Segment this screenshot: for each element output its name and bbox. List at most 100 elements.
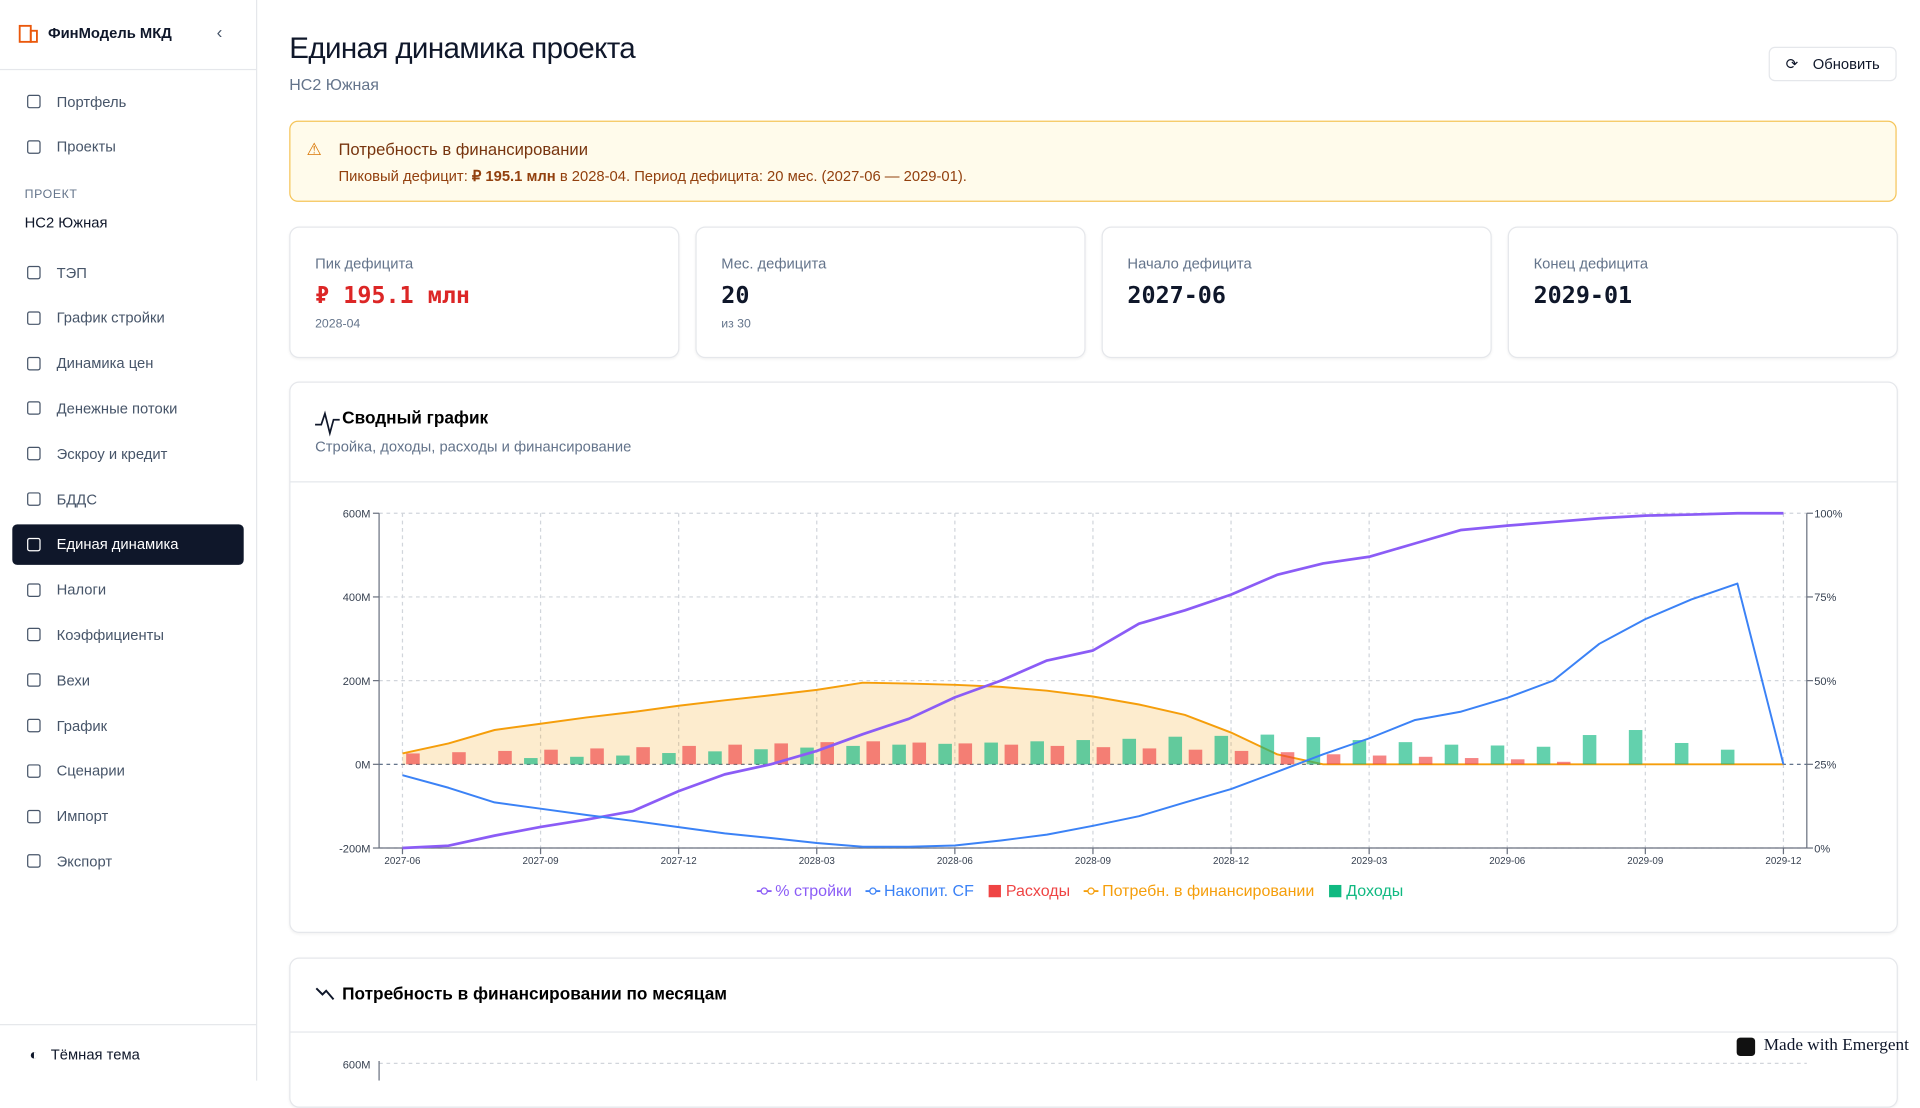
y2-tick-label: 50% <box>1814 676 1836 688</box>
nav-label: Эскроу и кредит <box>56 445 168 463</box>
stat-value: 2027-06 <box>1127 281 1226 309</box>
refresh-button[interactable]: ⟳ Обновить <box>1768 46 1897 82</box>
y-tick-label: 600M <box>343 1059 371 1071</box>
y-tick-label: -200M <box>339 843 370 855</box>
nav-label: График <box>56 716 108 735</box>
y-tick-label: 600M <box>343 509 371 521</box>
nav-icon <box>27 537 41 552</box>
stat-value: 20 <box>721 281 750 309</box>
alert-text: Пиковый дефицит: ₽ 195.1 млн в 2028-04. … <box>338 167 966 184</box>
bar <box>728 744 742 765</box>
bar <box>616 755 630 765</box>
nav-item[interactable]: Динамика цен <box>12 343 243 384</box>
bar <box>498 750 512 765</box>
legend-icon <box>1329 884 1342 898</box>
nav-label: Единая динамика <box>56 535 179 553</box>
divider <box>290 481 1897 483</box>
nav-icon <box>27 628 41 642</box>
nav-item[interactable]: Эскроу и кредит <box>12 433 243 474</box>
brand: ФинМодель МКД <box>48 24 172 42</box>
nav-item[interactable]: График стройки <box>12 298 243 339</box>
stat-label: Мес. дефицита <box>721 254 827 273</box>
nav-label: График стройки <box>56 309 165 327</box>
bar <box>1398 742 1413 765</box>
bar <box>1720 749 1735 765</box>
nav-item[interactable]: Экспорт <box>12 841 243 882</box>
bar <box>1122 738 1137 765</box>
alert-suffix: в 2028-04. Период дефицита: 20 мес. (202… <box>555 167 967 185</box>
bar <box>1214 735 1229 765</box>
nav-label: БДДС <box>56 490 97 508</box>
divider <box>290 1031 1897 1033</box>
bar <box>1188 749 1203 765</box>
bar <box>406 753 420 765</box>
bar <box>754 749 768 765</box>
x-tick-label: 2029-09 <box>1627 856 1663 867</box>
bar <box>1582 735 1597 765</box>
collapse-button[interactable]: ‹ <box>216 22 223 42</box>
bar <box>1444 744 1459 765</box>
bar <box>1050 745 1065 765</box>
nav-item[interactable]: БДДС <box>12 479 243 520</box>
x-tick-label: 2028-06 <box>937 856 974 867</box>
bar <box>1326 754 1341 765</box>
nav-label: Налоги <box>56 581 107 599</box>
nav-icon <box>27 401 41 416</box>
nav-item[interactable]: Сценарии <box>12 751 243 792</box>
bar <box>524 758 538 765</box>
bar <box>1674 742 1689 765</box>
bar <box>1352 740 1367 765</box>
bar <box>866 741 881 765</box>
stat-card: Пик дефицита ₽ 195.1 млн 2028-04 <box>289 226 680 359</box>
nav-item[interactable]: ТЭП <box>12 252 243 293</box>
nav-label: Портфель <box>56 92 127 111</box>
alert-prefix: Пиковый дефицит: <box>338 167 472 185</box>
nav-item[interactable]: Коэффициенты <box>12 615 243 656</box>
nav-item[interactable]: Портфель <box>12 81 243 122</box>
nav-item[interactable]: Налоги <box>12 569 243 610</box>
bar <box>636 747 650 765</box>
stat-value: 2029-01 <box>1533 281 1633 309</box>
legend-label: Доходы <box>1346 883 1403 900</box>
nav-label: Экспорт <box>56 852 113 871</box>
nav-label: Проекты <box>56 138 116 156</box>
nav-item[interactable]: Проекты <box>12 127 243 168</box>
nav-item[interactable]: Импорт <box>12 796 243 837</box>
bar <box>938 743 952 765</box>
x-tick-label: 2027-09 <box>523 856 559 867</box>
y-tick-label: 200M <box>343 676 371 688</box>
x-tick-label: 2028-12 <box>1213 856 1249 867</box>
nav-label: Сценарии <box>56 762 125 780</box>
bar <box>662 753 676 765</box>
charts: Сводный график Стройка, доходы, расходы … <box>315 407 1843 1081</box>
nav-icon <box>27 764 41 778</box>
bar <box>1418 756 1433 765</box>
legend-label: Накопит. CF <box>884 883 974 900</box>
theme-toggle[interactable]: ◐ Тёмная тема <box>29 1046 140 1064</box>
chart-title: Сводный график <box>342 407 488 427</box>
bar <box>1556 761 1571 765</box>
nav-item[interactable]: Вехи <box>12 660 243 701</box>
nav-item[interactable]: Денежные потоки <box>12 388 243 429</box>
y-tick-label: 0M <box>355 760 370 772</box>
watermark: Made with Emergent <box>1736 1036 1909 1056</box>
watermark-text: Made with Emergent <box>1763 1036 1909 1055</box>
nav-icon <box>27 356 41 370</box>
legend-icon <box>1087 887 1095 895</box>
stat-label: Пик дефицита <box>315 254 414 273</box>
nav-icon <box>27 718 41 733</box>
bar <box>452 752 466 765</box>
y-tick-label: 400M <box>343 592 371 604</box>
bar <box>1142 748 1157 765</box>
nav-item[interactable]: График <box>12 705 243 746</box>
bar <box>590 748 604 765</box>
nav-icon <box>27 809 41 823</box>
alert-title: Потребность в финансировании <box>338 140 589 159</box>
bar <box>1372 755 1387 765</box>
legend-icon <box>869 887 877 895</box>
divider <box>0 1024 257 1026</box>
stat-sub: из 30 <box>721 317 751 332</box>
y2-tick-label: 75% <box>1814 592 1836 604</box>
nav-item[interactable]: Единая динамика <box>12 524 244 565</box>
page-title: Единая динамика проекта <box>289 32 636 66</box>
